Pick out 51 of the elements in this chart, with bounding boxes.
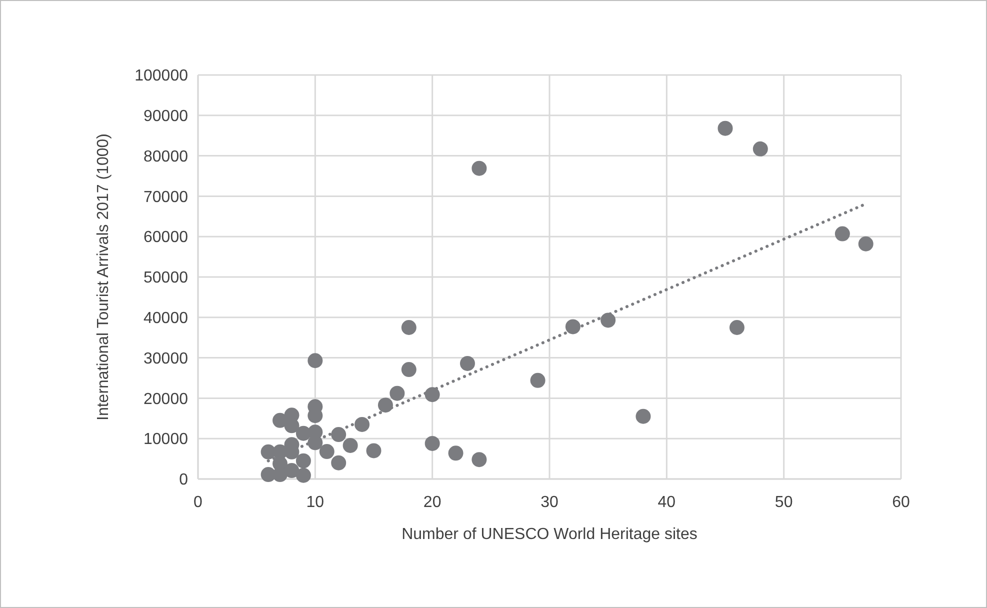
- y-tick-label: 0: [179, 472, 188, 489]
- y-tick-label: 80000: [144, 148, 188, 166]
- y-tick-label: 30000: [144, 350, 188, 368]
- x-tick-label: 30: [540, 494, 558, 511]
- x-tick-label: 60: [892, 494, 910, 511]
- point: [354, 416, 370, 432]
- x-tick-label: 40: [658, 494, 676, 511]
- point: [272, 467, 288, 482]
- point: [284, 463, 300, 478]
- point: [752, 141, 768, 156]
- point: [424, 436, 440, 451]
- x-tick-label: 50: [774, 494, 793, 511]
- point: [729, 320, 744, 335]
- point: [401, 362, 416, 378]
- point: [331, 427, 346, 442]
- point: [636, 408, 651, 424]
- point: [319, 444, 334, 460]
- point: [331, 455, 346, 470]
- x-tick-label: 20: [423, 494, 442, 511]
- y-axis-title: International Tourist Arrivals 2017 (1000): [95, 134, 112, 420]
- point: [448, 446, 464, 461]
- point: [378, 398, 393, 413]
- y-tick-label: 50000: [144, 270, 188, 287]
- y-tick-label: 60000: [144, 229, 188, 246]
- point: [308, 353, 323, 368]
- point: [390, 386, 405, 401]
- point: [600, 312, 616, 328]
- point: [424, 387, 440, 402]
- point: [834, 226, 850, 242]
- point: [565, 319, 580, 334]
- y-tick-label: 10000: [144, 431, 188, 448]
- point: [530, 372, 546, 388]
- point: [460, 356, 475, 371]
- y-tick-label: 90000: [144, 108, 188, 125]
- point: [296, 426, 311, 441]
- x-tick-label: 0: [194, 494, 203, 511]
- y-tick-label: 70000: [144, 188, 188, 206]
- point: [858, 236, 874, 252]
- point: [366, 443, 382, 458]
- point: [296, 453, 311, 468]
- x-axis-title: Number of UNESCO World Heritage sites: [402, 526, 698, 543]
- x-tick-label: 10: [306, 494, 324, 511]
- y-tick-label: 20000: [144, 390, 188, 408]
- point: [342, 438, 358, 453]
- y-tick-label: 40000: [144, 310, 188, 327]
- point: [472, 160, 487, 176]
- y-tick-label: 100000: [134, 68, 188, 85]
- point: [472, 452, 487, 468]
- point: [718, 120, 733, 136]
- point: [296, 468, 311, 483]
- point: [401, 320, 416, 335]
